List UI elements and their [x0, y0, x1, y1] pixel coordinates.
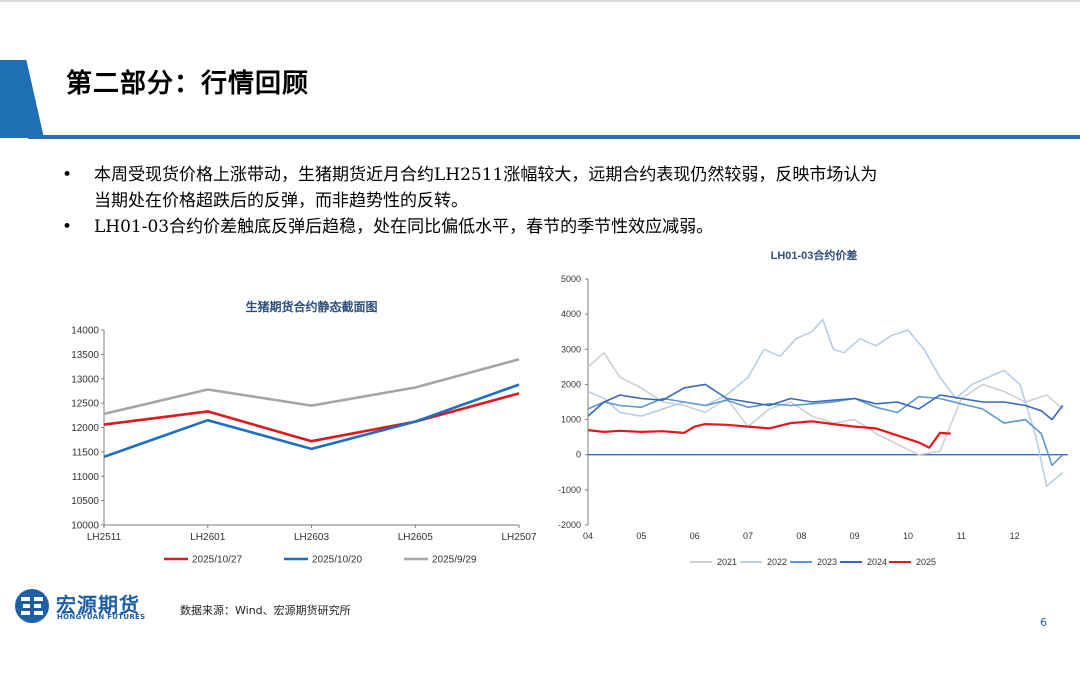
bullet-list: • 本周受现货价格上涨带动，生猪期货近月合约LH2511涨幅较大，远期合约表现仍… [62, 162, 1022, 240]
x-tick-label: LH2511 [87, 532, 122, 543]
x-tick-label: 04 [583, 531, 593, 541]
x-tick-label: 07 [743, 531, 753, 541]
legend-label: 2025 [916, 557, 936, 567]
y-tick-label: 3000 [561, 344, 581, 354]
legend-label: 2025/10/27 [192, 555, 242, 566]
series-line [587, 318, 1064, 488]
x-tick-label: 10 [903, 531, 913, 541]
y-tick-label: 5000 [561, 274, 581, 284]
y-tick-label: 10500 [71, 496, 99, 507]
x-tick-label: LH2507 [501, 532, 536, 543]
x-tick-label: 09 [850, 531, 860, 541]
legend-label: 2024 [867, 557, 887, 567]
y-tick-label: 10000 [71, 521, 99, 532]
legend-label: 2025/10/20 [312, 555, 362, 566]
legend-label: 2021 [717, 557, 737, 567]
top-divider [0, 0, 1080, 2]
chart-title: 生猪期货合约静态截面图 [245, 299, 377, 314]
x-tick-label: 12 [1010, 531, 1020, 541]
y-tick-label: 12000 [71, 423, 99, 434]
chart-title: LH01-03合约价差 [771, 248, 858, 262]
x-tick-label: LH2603 [294, 532, 329, 543]
y-tick-label: 12500 [71, 399, 99, 410]
page-title: 第二部分：行情回顾 [66, 69, 310, 99]
y-tick-label: 11000 [72, 472, 100, 483]
series-line [103, 383, 520, 459]
series-line [587, 395, 1064, 467]
x-tick-label: 06 [690, 531, 700, 541]
page-number: 6 [1040, 616, 1047, 629]
y-tick-label: 0 [576, 450, 581, 460]
y-tick-label: 14000 [71, 326, 99, 337]
data-source: 数据来源：Wind、宏源期货研究所 [180, 604, 351, 617]
bullet-text: 本周受现货价格上涨带动，生猪期货近月合约LH2511涨幅较大，远期合约表现仍然较… [94, 165, 878, 211]
logo-text-en: HONGYUAN FUTURES [57, 613, 146, 621]
hongyuan-logo-icon [15, 589, 49, 623]
title-accent-bar [0, 60, 44, 138]
bullet-dot: • [62, 217, 73, 237]
y-tick-label: 1000 [561, 415, 581, 425]
logo-text-cn: 宏源期货 [56, 593, 140, 617]
series-line [103, 392, 520, 443]
bullet-item: • 本周受现货价格上涨带动，生猪期货近月合约LH2511涨幅较大，远期合约表现仍… [62, 162, 1022, 214]
company-logo: 宏源期货 HONGYUAN FUTURES [14, 588, 154, 628]
legend-label: 2025/9/29 [432, 555, 477, 566]
y-tick-label: 11500 [72, 447, 100, 458]
series-line [587, 420, 951, 449]
y-tick-label: 13500 [71, 350, 99, 361]
y-tick-label: 13000 [71, 374, 99, 385]
x-tick-label: 08 [796, 531, 806, 541]
legend-label: 2023 [817, 557, 837, 567]
y-tick-label: -2000 [558, 520, 581, 530]
x-tick-label: 05 [636, 531, 646, 541]
bullet-text: LH01-03合约价差触底反弹后趋稳，处在同比偏低水平，春节的季节性效应减弱。 [94, 217, 714, 237]
cross-section-chart: 生猪期货合约静态截面图 10000 10500 11000 11500 12000 1250… [71, 299, 537, 566]
bullet-dot: • [62, 165, 73, 185]
y-tick-label: 2000 [561, 379, 581, 389]
legend-label: 2022 [767, 557, 787, 567]
x-tick-label: 11 [957, 531, 966, 541]
bullet-item: • LH01-03合约价差触底反弹后趋稳，处在同比偏低水平，春节的季节性效应减弱… [62, 214, 1022, 240]
series-line [103, 358, 520, 416]
x-tick-label: LH2601 [190, 532, 225, 543]
y-tick-label: 4000 [561, 309, 581, 319]
y-tick-label: -1000 [558, 485, 581, 495]
series-line [587, 352, 1064, 456]
x-tick-label: LH2605 [398, 532, 433, 543]
series-line [587, 383, 1064, 421]
title-underline [28, 135, 1080, 139]
spread-chart: LH01-03合约价差 -2000 -1000 0 1000 2000 3000 4000 50… [558, 248, 1068, 567]
